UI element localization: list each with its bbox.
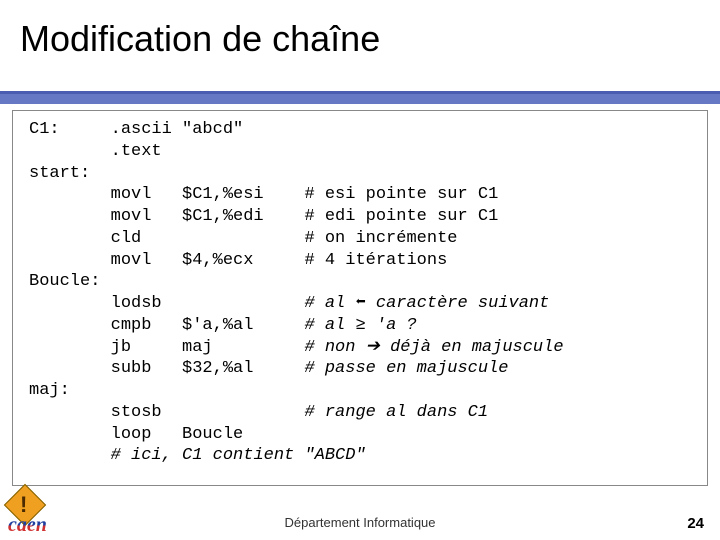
header-area: Modification de chaîne xyxy=(0,0,720,94)
footer-text: Département Informatique xyxy=(284,515,435,530)
assembly-code: C1: .ascii "abcd" .text start: movl $C1,… xyxy=(29,119,691,467)
content-frame: C1: .ascii "abcd" .text start: movl $C1,… xyxy=(12,110,708,486)
logo-caen: ! caen xyxy=(8,484,76,534)
slide-title: Modification de chaîne xyxy=(20,18,380,60)
logo-text: caen xyxy=(8,514,47,537)
purple-band xyxy=(0,94,720,104)
page-number: 24 xyxy=(687,515,704,532)
